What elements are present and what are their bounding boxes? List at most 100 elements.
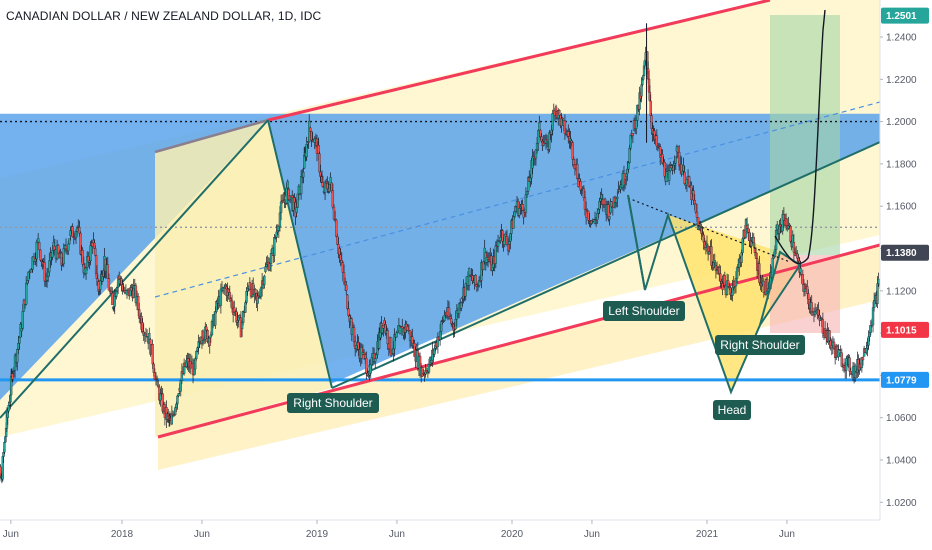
candle-body bbox=[303, 155, 306, 169]
candle-body bbox=[94, 248, 97, 256]
candle-body bbox=[99, 280, 102, 290]
time-axis[interactable]: Jun 2018 Jun 2019 Jun 2020 Jun 2021 Jun bbox=[3, 520, 795, 540]
y-tick-label: 1.1200 bbox=[886, 286, 917, 297]
candle-body bbox=[345, 284, 348, 291]
candle-body bbox=[273, 237, 276, 256]
price-badge bbox=[881, 244, 929, 261]
candle-body bbox=[17, 343, 20, 350]
candle-body bbox=[865, 348, 868, 353]
candle-body bbox=[268, 263, 272, 271]
candle-body bbox=[357, 342, 360, 350]
candle-body bbox=[622, 173, 626, 187]
candle-body bbox=[735, 267, 739, 279]
candle-body bbox=[346, 294, 349, 309]
x-tick-label: 2018 bbox=[111, 529, 134, 540]
candle-body bbox=[20, 328, 23, 332]
annotation-right-shoulder-1[interactable]: Right Shoulder bbox=[287, 393, 379, 413]
candle-body bbox=[325, 181, 328, 184]
candle-body bbox=[111, 293, 114, 305]
neckline-left[interactable] bbox=[154, 118, 269, 154]
candle-body bbox=[598, 200, 601, 210]
candle-body bbox=[631, 133, 635, 136]
candle-body bbox=[702, 234, 705, 243]
candle-body bbox=[208, 337, 211, 346]
upper-channel-line[interactable] bbox=[267, 0, 771, 122]
annotation-right-shoulder-2[interactable]: Right Shoulder bbox=[715, 335, 805, 355]
candle-body bbox=[269, 253, 273, 264]
candle-body bbox=[21, 311, 24, 329]
candle-body bbox=[335, 219, 338, 237]
candle-body bbox=[382, 325, 385, 329]
candle-body bbox=[772, 256, 776, 259]
candle-body bbox=[454, 318, 457, 330]
candle-body bbox=[365, 358, 368, 374]
candle-body bbox=[120, 278, 123, 285]
candle-body bbox=[868, 332, 871, 338]
candle-body bbox=[460, 302, 463, 309]
candle-body bbox=[64, 245, 68, 250]
candle-body bbox=[676, 146, 680, 153]
annotation-head[interactable]: Head bbox=[713, 400, 751, 420]
candle-body bbox=[78, 227, 81, 234]
x-tick-label: Jun bbox=[389, 529, 405, 540]
candle-body bbox=[504, 233, 508, 237]
candle-body bbox=[196, 347, 199, 352]
price-badge bbox=[881, 321, 929, 338]
candle-body bbox=[708, 251, 711, 255]
candle-body bbox=[362, 352, 366, 355]
candle-body bbox=[838, 349, 841, 351]
candle-body bbox=[685, 179, 689, 186]
rising-trendline[interactable] bbox=[331, 141, 880, 389]
candle-body bbox=[227, 288, 230, 293]
candle-body bbox=[694, 203, 698, 213]
candle-body bbox=[728, 286, 731, 288]
candle-body bbox=[176, 395, 179, 405]
candle-body bbox=[248, 282, 252, 290]
candle-body bbox=[396, 330, 399, 333]
candle-body bbox=[370, 357, 374, 366]
candle-body bbox=[436, 336, 440, 347]
candle-body bbox=[773, 249, 777, 257]
hs-neckline[interactable] bbox=[627, 197, 791, 263]
candle-body bbox=[364, 354, 367, 359]
candle-body bbox=[219, 288, 223, 306]
candle-body bbox=[449, 316, 452, 319]
candle-body bbox=[369, 364, 372, 374]
candle-body bbox=[596, 213, 599, 221]
candle-body bbox=[155, 378, 159, 380]
candle-body bbox=[443, 315, 446, 321]
x-tick-label: Jun bbox=[194, 529, 210, 540]
candle-body bbox=[625, 173, 628, 177]
middle-dashed-line[interactable] bbox=[154, 101, 880, 298]
candle-body bbox=[627, 162, 630, 170]
price-axis[interactable]: 1.24001.22001.20001.18001.16001.14001.12… bbox=[880, 33, 917, 509]
hs-shoulder-link[interactable] bbox=[759, 264, 801, 326]
candle-body bbox=[578, 178, 581, 182]
candle-body bbox=[340, 260, 343, 264]
price-badge-label: 1.0779 bbox=[886, 375, 917, 386]
price-badge bbox=[881, 371, 929, 388]
candle-body bbox=[677, 151, 681, 167]
candle-body bbox=[695, 211, 699, 218]
candle-body bbox=[521, 204, 524, 211]
candle-body bbox=[374, 358, 377, 362]
candle-body bbox=[535, 142, 539, 151]
candle-body bbox=[30, 269, 33, 273]
candle-body bbox=[514, 206, 518, 212]
candle-body bbox=[352, 327, 356, 343]
candle-body bbox=[525, 191, 529, 195]
annotation-left-shoulder[interactable]: Left Shoulder bbox=[603, 301, 685, 321]
candle-body bbox=[673, 163, 676, 166]
candle-body bbox=[692, 190, 695, 201]
hs-base[interactable] bbox=[627, 194, 646, 291]
candle-body bbox=[792, 242, 796, 253]
candle-body bbox=[44, 280, 48, 282]
pattern-leg-2[interactable] bbox=[267, 119, 333, 389]
pattern-leg-1[interactable] bbox=[0, 119, 269, 419]
candle-body bbox=[3, 442, 6, 453]
candle-body bbox=[84, 267, 88, 275]
candle-body bbox=[38, 242, 41, 251]
candle-body bbox=[71, 226, 74, 238]
candle-body bbox=[25, 282, 28, 305]
